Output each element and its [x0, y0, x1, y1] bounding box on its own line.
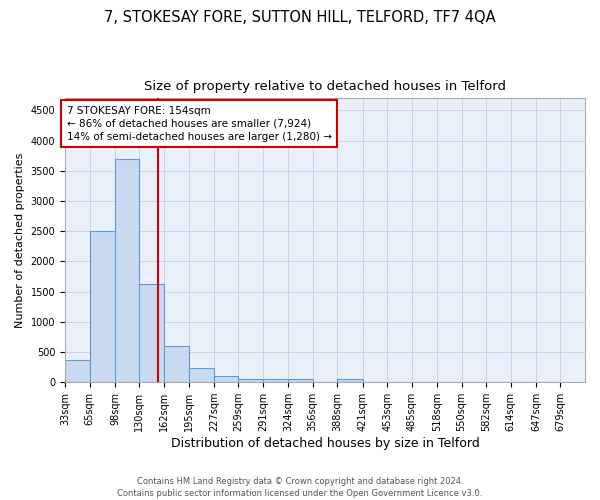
- Bar: [288, 378, 313, 382]
- Bar: [214, 376, 238, 382]
- Bar: [337, 378, 362, 382]
- Text: 7 STOKESAY FORE: 154sqm
← 86% of detached houses are smaller (7,924)
14% of semi: 7 STOKESAY FORE: 154sqm ← 86% of detache…: [67, 106, 332, 142]
- Y-axis label: Number of detached properties: Number of detached properties: [15, 152, 25, 328]
- X-axis label: Distribution of detached houses by size in Telford: Distribution of detached houses by size …: [170, 437, 479, 450]
- Bar: [189, 368, 214, 382]
- Bar: [139, 284, 164, 382]
- Bar: [65, 360, 89, 382]
- Bar: [238, 378, 263, 382]
- Bar: [115, 158, 139, 382]
- Bar: [263, 378, 288, 382]
- Bar: [89, 231, 115, 382]
- Title: Size of property relative to detached houses in Telford: Size of property relative to detached ho…: [144, 80, 506, 93]
- Text: 7, STOKESAY FORE, SUTTON HILL, TELFORD, TF7 4QA: 7, STOKESAY FORE, SUTTON HILL, TELFORD, …: [104, 10, 496, 25]
- Text: Contains HM Land Registry data © Crown copyright and database right 2024.
Contai: Contains HM Land Registry data © Crown c…: [118, 476, 482, 498]
- Bar: [164, 346, 189, 382]
